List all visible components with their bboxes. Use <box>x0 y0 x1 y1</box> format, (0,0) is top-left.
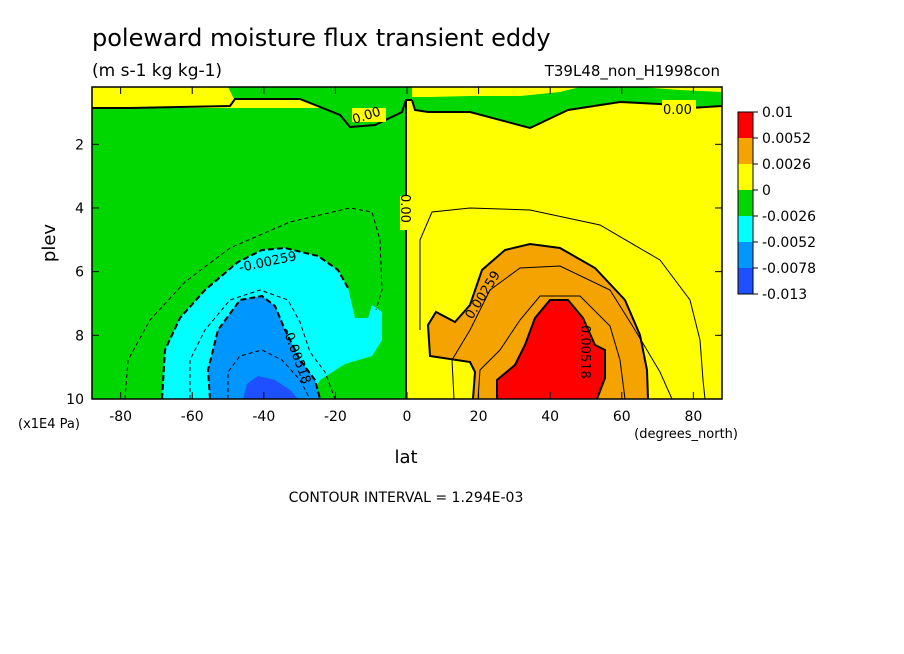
y-axis-units: (x1E4 Pa) <box>18 417 80 432</box>
contour-interval-note: CONTOUR INTERVAL = 1.294E-03 <box>289 490 524 506</box>
positive-contours <box>419 207 706 399</box>
x-tick-label: 0 <box>403 409 412 425</box>
negative-contours-thick <box>161 246 349 399</box>
color-legend: 0.01 0.0052 0.0026 0 -0.0026 -0.0052 -0.0078 -0… <box>737 105 816 303</box>
legend-swatch <box>738 190 753 216</box>
region-yellow-top-left <box>92 87 234 108</box>
y-tick-label: 4 <box>75 201 84 217</box>
legend-label: -0.013 <box>762 287 807 303</box>
legend-swatch <box>738 242 753 268</box>
legend-label: 0.0026 <box>762 157 811 173</box>
legend-swatch <box>738 164 753 190</box>
legend-label: 0.0052 <box>762 131 811 147</box>
y-tick-label: 10 <box>66 392 84 408</box>
x-tick-label: 60 <box>613 409 631 425</box>
legend-label: -0.0052 <box>762 235 816 251</box>
legend-swatch <box>738 216 753 242</box>
contour-field <box>92 87 722 399</box>
chart-units: (m s-1 kg kg-1) <box>92 61 222 81</box>
positive-contours-thick <box>426 242 649 399</box>
legend-frame <box>737 111 754 295</box>
x-axis-label: lat <box>394 447 417 468</box>
legend-label: -0.0026 <box>762 209 816 225</box>
x-tick-label: 80 <box>684 409 702 425</box>
x-tick-label: 20 <box>470 409 488 425</box>
x-axis: -80 -60 -40 -20 0 20 40 60 80 <box>109 87 702 425</box>
region-yellow-top-right <box>412 87 580 97</box>
x-tick-label: -20 <box>324 409 347 425</box>
contour-label: 0.00518 <box>577 325 592 379</box>
legend-swatch <box>738 138 753 164</box>
x-tick-label: 40 <box>541 409 559 425</box>
x-axis-units: (degrees_north) <box>634 427 738 442</box>
y-axis: 2 4 6 8 10 <box>66 137 722 408</box>
legend-label: 0.01 <box>762 105 793 121</box>
region-neg-level4 <box>243 376 298 399</box>
x-tick-label: -60 <box>181 409 204 425</box>
y-axis-label: plev <box>39 224 60 263</box>
legend-swatch <box>738 112 753 138</box>
chart-title: poleward moisture flux transient eddy <box>92 24 551 52</box>
y-tick-label: 2 <box>75 137 84 153</box>
contour-label: 0.00 <box>663 103 692 118</box>
x-tick-label: -80 <box>109 409 132 425</box>
region-yellow-top-right2 <box>640 87 722 92</box>
negative-contours <box>124 207 383 399</box>
legend-label: 0 <box>762 183 771 199</box>
run-label: T39L48_non_H1998con <box>544 62 720 81</box>
legend-label: -0.0078 <box>762 261 816 277</box>
region-neg-level3 <box>208 296 320 399</box>
contour-label: 0.00 <box>397 194 412 223</box>
legend-swatch <box>738 268 753 294</box>
y-tick-label: 8 <box>75 328 84 344</box>
x-tick-label: -40 <box>252 409 275 425</box>
region-pos-level1 <box>497 300 605 399</box>
y-tick-label: 6 <box>75 265 84 281</box>
